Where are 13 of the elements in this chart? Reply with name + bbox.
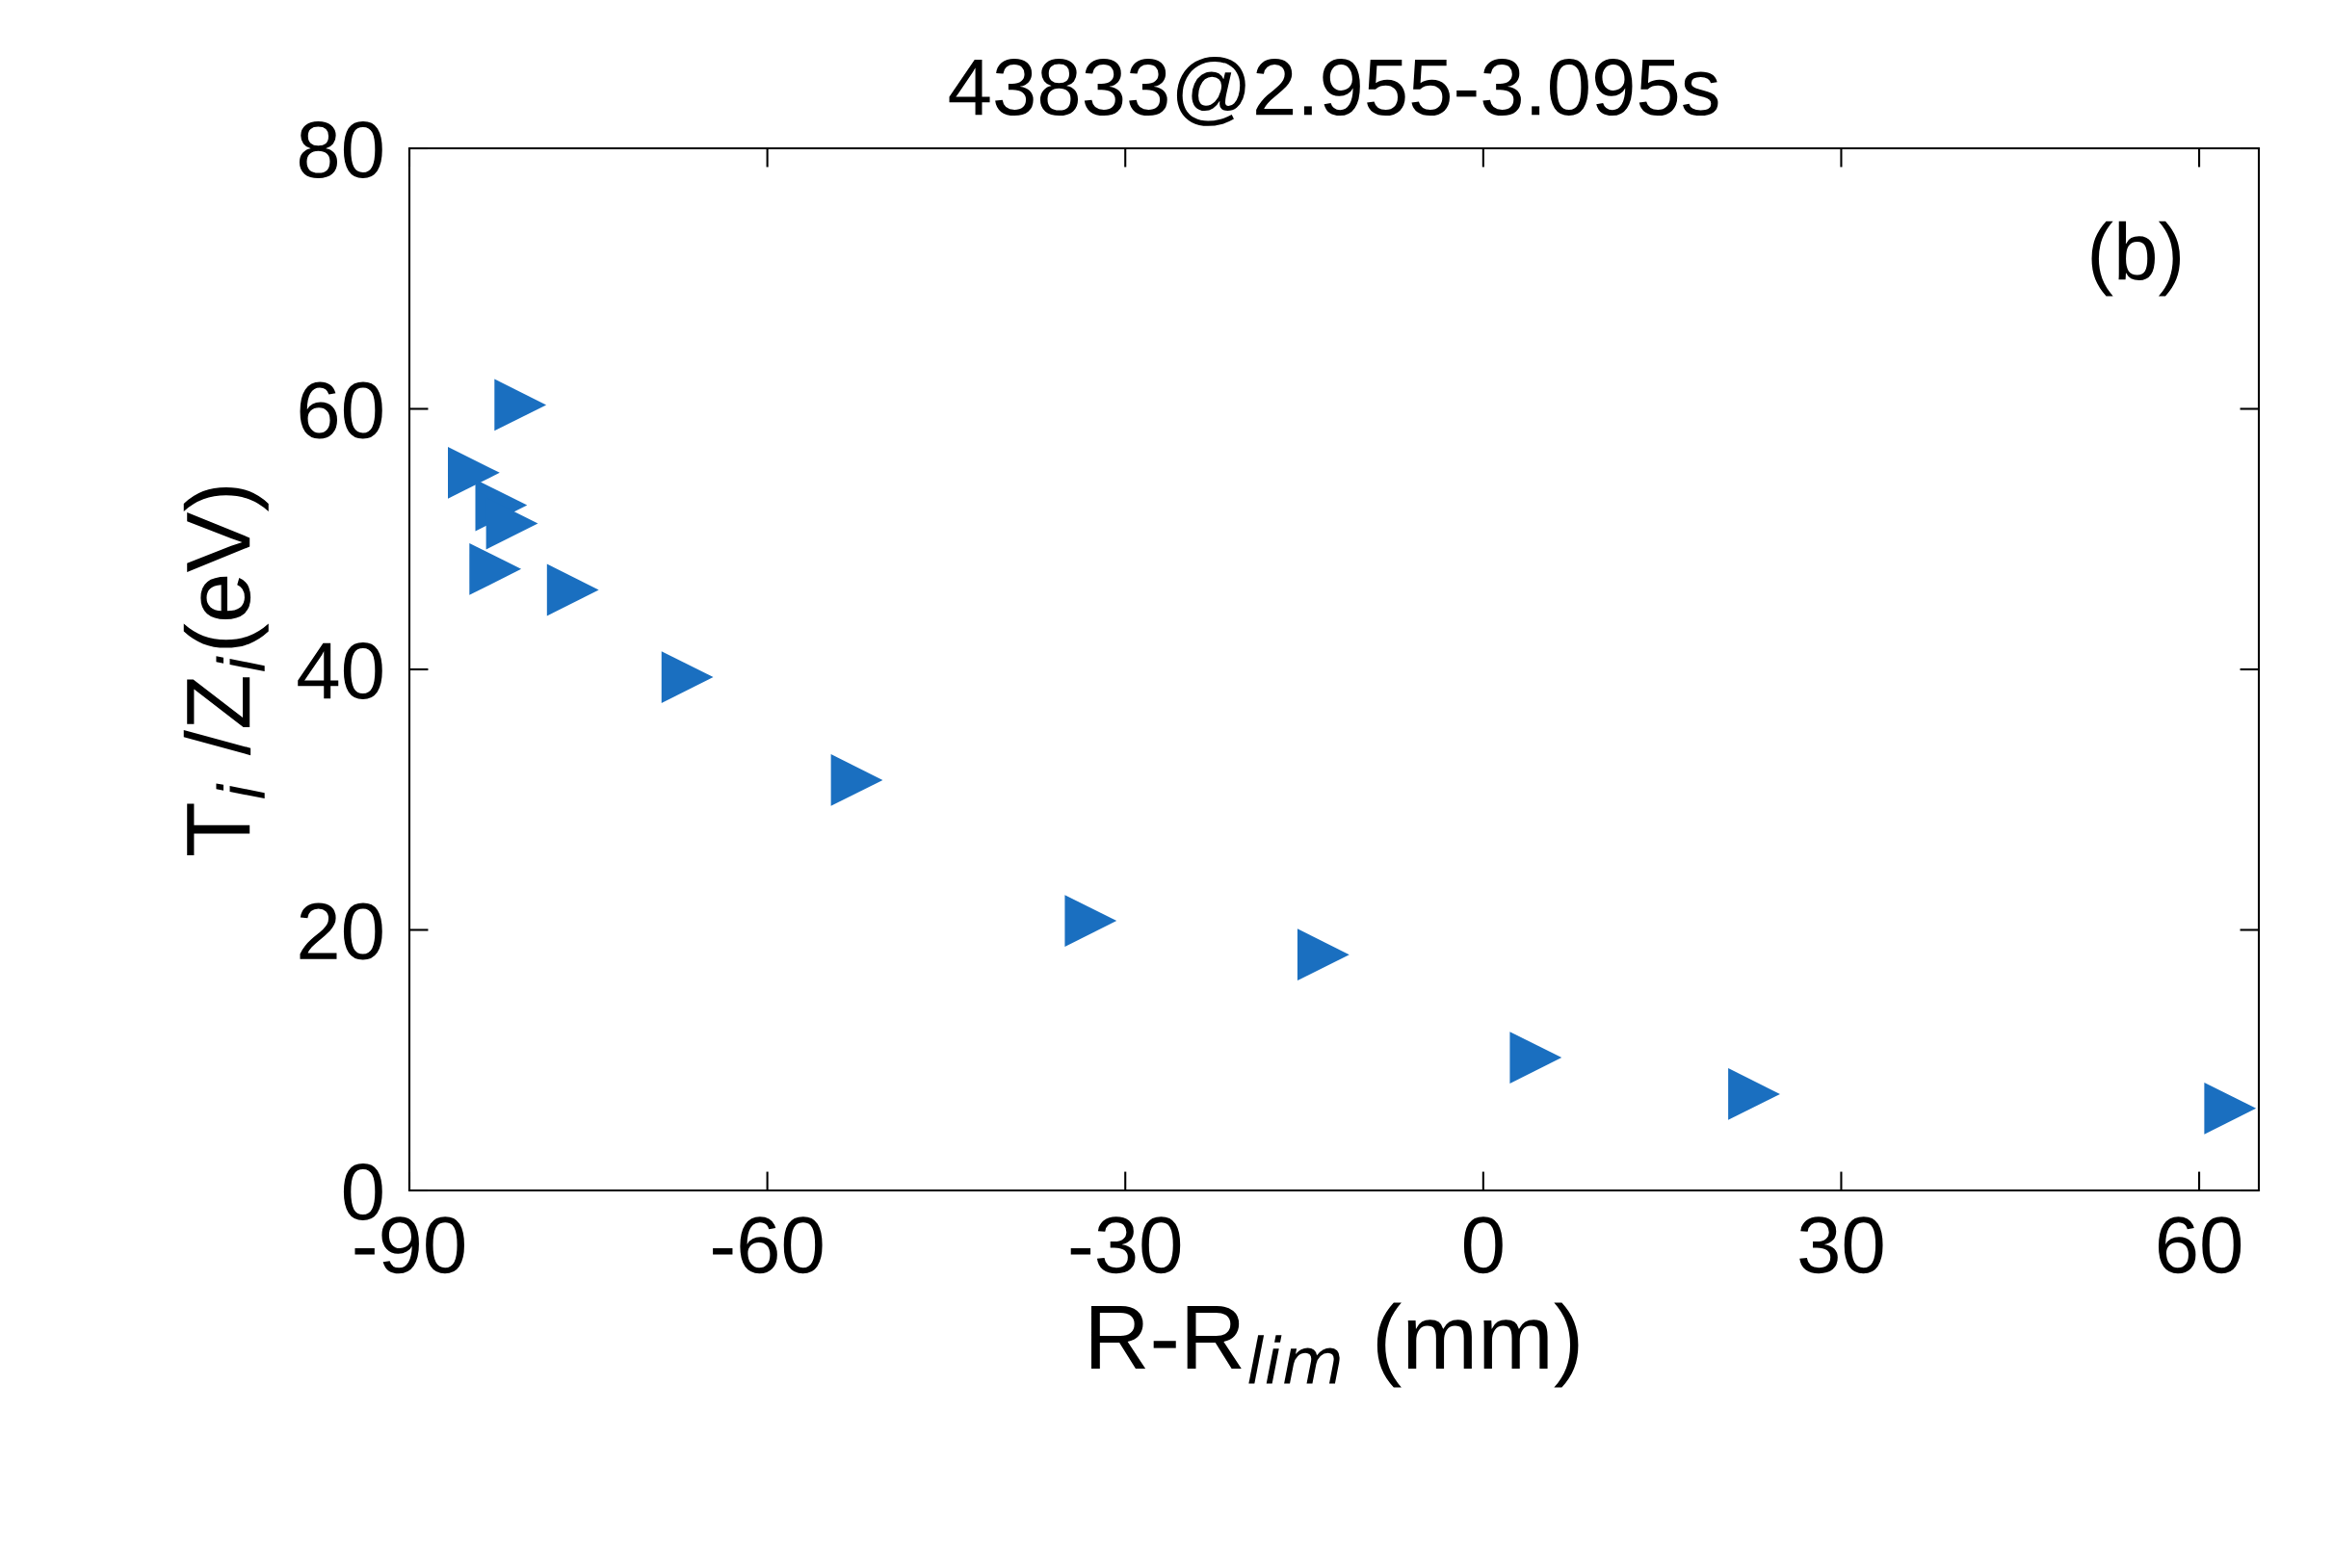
- chart-title: 43833@2.955-3.095s: [949, 56, 1718, 126]
- y-tick-label: 60: [300, 381, 382, 439]
- annotation: (b): [2091, 221, 2181, 297]
- x-tick-label: -30: [1070, 1216, 1181, 1274]
- y-tick-label: 40: [298, 642, 382, 700]
- y-tick-label: 80: [299, 121, 382, 179]
- x-tick-label: 30: [1799, 1216, 1883, 1274]
- x-axis-title: R-R$_{lim}$ (mm): [1091, 1302, 1579, 1388]
- y-axis-title: T$_{i}$ /Z$_{i}$(eV): [183, 486, 269, 855]
- x-tick-label: 60: [2158, 1216, 2241, 1274]
- y-tick-label: 20: [300, 902, 382, 960]
- x-tick-label: 0: [1463, 1216, 1503, 1274]
- x-tick-label: -60: [713, 1216, 823, 1274]
